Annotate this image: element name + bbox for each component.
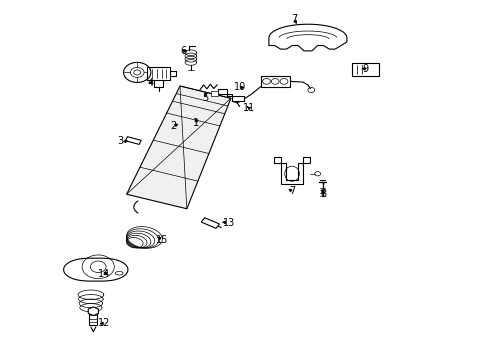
Polygon shape xyxy=(63,258,128,281)
Text: 7: 7 xyxy=(290,14,297,24)
Polygon shape xyxy=(351,63,378,76)
Text: 2: 2 xyxy=(170,121,177,131)
Text: 14: 14 xyxy=(98,269,110,279)
Polygon shape xyxy=(211,91,217,96)
Polygon shape xyxy=(89,312,97,325)
Text: 10: 10 xyxy=(233,82,245,93)
Text: 11: 11 xyxy=(243,103,255,113)
Polygon shape xyxy=(125,137,141,144)
Text: 5: 5 xyxy=(202,93,208,103)
Polygon shape xyxy=(201,218,219,228)
Text: 9: 9 xyxy=(362,64,368,74)
Polygon shape xyxy=(268,24,346,51)
Polygon shape xyxy=(273,157,310,184)
Polygon shape xyxy=(260,76,289,87)
Polygon shape xyxy=(88,307,98,316)
Polygon shape xyxy=(217,89,244,101)
Text: 3: 3 xyxy=(117,136,123,146)
Text: 13: 13 xyxy=(223,218,235,228)
Polygon shape xyxy=(126,86,230,209)
Polygon shape xyxy=(147,67,170,80)
Text: 8: 8 xyxy=(320,189,326,199)
Text: 4: 4 xyxy=(147,78,154,88)
Text: 7: 7 xyxy=(288,186,295,197)
Text: 12: 12 xyxy=(98,319,110,328)
Text: 15: 15 xyxy=(156,235,168,245)
Text: 6: 6 xyxy=(180,46,186,56)
Text: 1: 1 xyxy=(192,118,199,128)
